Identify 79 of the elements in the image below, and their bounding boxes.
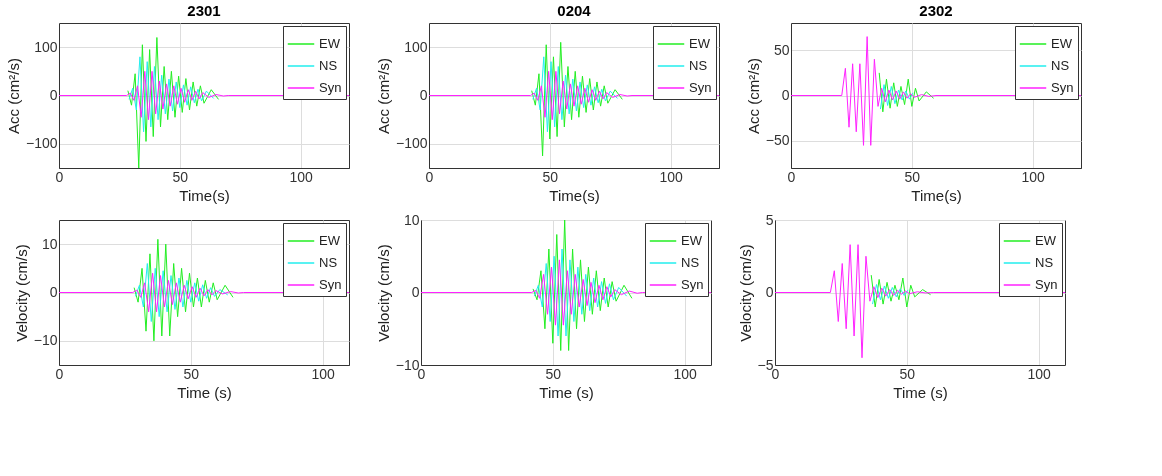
x-tick-label: 100 — [311, 365, 336, 382]
line-series — [58, 272, 350, 313]
line-series — [879, 84, 914, 110]
y-tick-label: −10 — [33, 332, 58, 349]
legend-label: EW — [319, 233, 341, 248]
x-tick-label: 50 — [172, 168, 189, 185]
legend-label: EW — [1051, 36, 1073, 51]
x-tick-label: 50 — [542, 168, 559, 185]
x-tick-label: 50 — [183, 365, 200, 382]
x-axis-title: Time(s) — [911, 186, 962, 204]
x-tick-label: 100 — [659, 168, 684, 185]
y-tick-label: 100 — [34, 38, 58, 55]
y-tick-label: 100 — [404, 38, 428, 55]
legend-label: Syn — [689, 80, 712, 95]
x-axis-title: Time(s) — [549, 186, 600, 204]
line-series — [872, 284, 909, 305]
y-tick-label: −50 — [765, 132, 790, 149]
y-tick-label: 0 — [765, 284, 774, 300]
line-series — [428, 70, 720, 121]
legend-label: EW — [319, 36, 341, 51]
y-axis-title: Velocity (cm/s) — [374, 244, 392, 342]
legend-label: Syn — [681, 277, 704, 292]
x-axis-title: Time (s) — [893, 383, 948, 401]
legend-label: EW — [689, 36, 711, 51]
y-tick-label: 0 — [781, 87, 790, 103]
x-tick-label: 100 — [673, 365, 698, 382]
line-series — [532, 219, 633, 351]
legend-label: Syn — [319, 80, 342, 95]
y-tick-label: 0 — [49, 87, 58, 103]
x-tick-label: 50 — [545, 365, 562, 382]
x-tick-label: 100 — [1027, 365, 1052, 382]
x-axis-title: Time (s) — [177, 383, 232, 401]
y-tick-label: 50 — [773, 41, 790, 58]
y-tick-label: 5 — [765, 211, 774, 228]
y-axis-title: Acc (cm²/s) — [744, 58, 762, 134]
legend-label: EW — [681, 233, 703, 248]
legend-label: Syn — [1051, 80, 1074, 95]
line-series — [532, 56, 618, 133]
line-series — [870, 274, 932, 308]
y-tick-label: 0 — [411, 284, 420, 300]
y-axis-title: Velocity (cm/s) — [12, 244, 30, 342]
legend-label: Syn — [1035, 277, 1058, 292]
legend-label: Syn — [319, 277, 342, 292]
line-series — [133, 238, 234, 342]
y-axis-title: Acc (cm²/s) — [374, 58, 392, 134]
y-tick-label: 0 — [419, 87, 428, 103]
legend-label: NS — [681, 255, 700, 270]
x-tick-label: 50 — [904, 168, 921, 185]
y-tick-label: −100 — [395, 135, 428, 152]
legend-label: NS — [1051, 58, 1070, 73]
x-tick-label: 50 — [899, 365, 916, 382]
legend-label: EW — [1035, 233, 1057, 248]
y-axis-title: Acc (cm²/s) — [4, 58, 22, 134]
line-series — [790, 36, 1082, 146]
legend-label: NS — [319, 58, 338, 73]
y-tick-label: 10 — [41, 235, 58, 252]
line-series — [878, 72, 935, 113]
chart-title: 0204 — [557, 2, 592, 19]
line-series — [533, 248, 628, 337]
line-series — [128, 56, 215, 133]
chart-title: 2302 — [919, 2, 953, 19]
y-axis-title: Velocity (cm/s) — [736, 244, 754, 342]
chart-title: 2301 — [187, 2, 221, 19]
x-axis-title: Time (s) — [539, 383, 594, 401]
line-series — [58, 70, 350, 121]
x-tick-label: 100 — [1021, 168, 1046, 185]
legend-label: NS — [689, 58, 708, 73]
line-series — [531, 41, 623, 157]
legend-label: NS — [319, 255, 338, 270]
x-axis-title: Time(s) — [179, 186, 230, 204]
y-tick-label: 0 — [49, 284, 58, 300]
y-tick-label: 10 — [403, 211, 420, 228]
y-tick-label: −100 — [25, 135, 58, 152]
line-series — [774, 244, 1066, 359]
x-tick-label: 100 — [289, 168, 314, 185]
legend-label: NS — [1035, 255, 1054, 270]
line-series — [420, 259, 712, 326]
line-series — [127, 37, 219, 169]
line-series — [134, 263, 229, 322]
